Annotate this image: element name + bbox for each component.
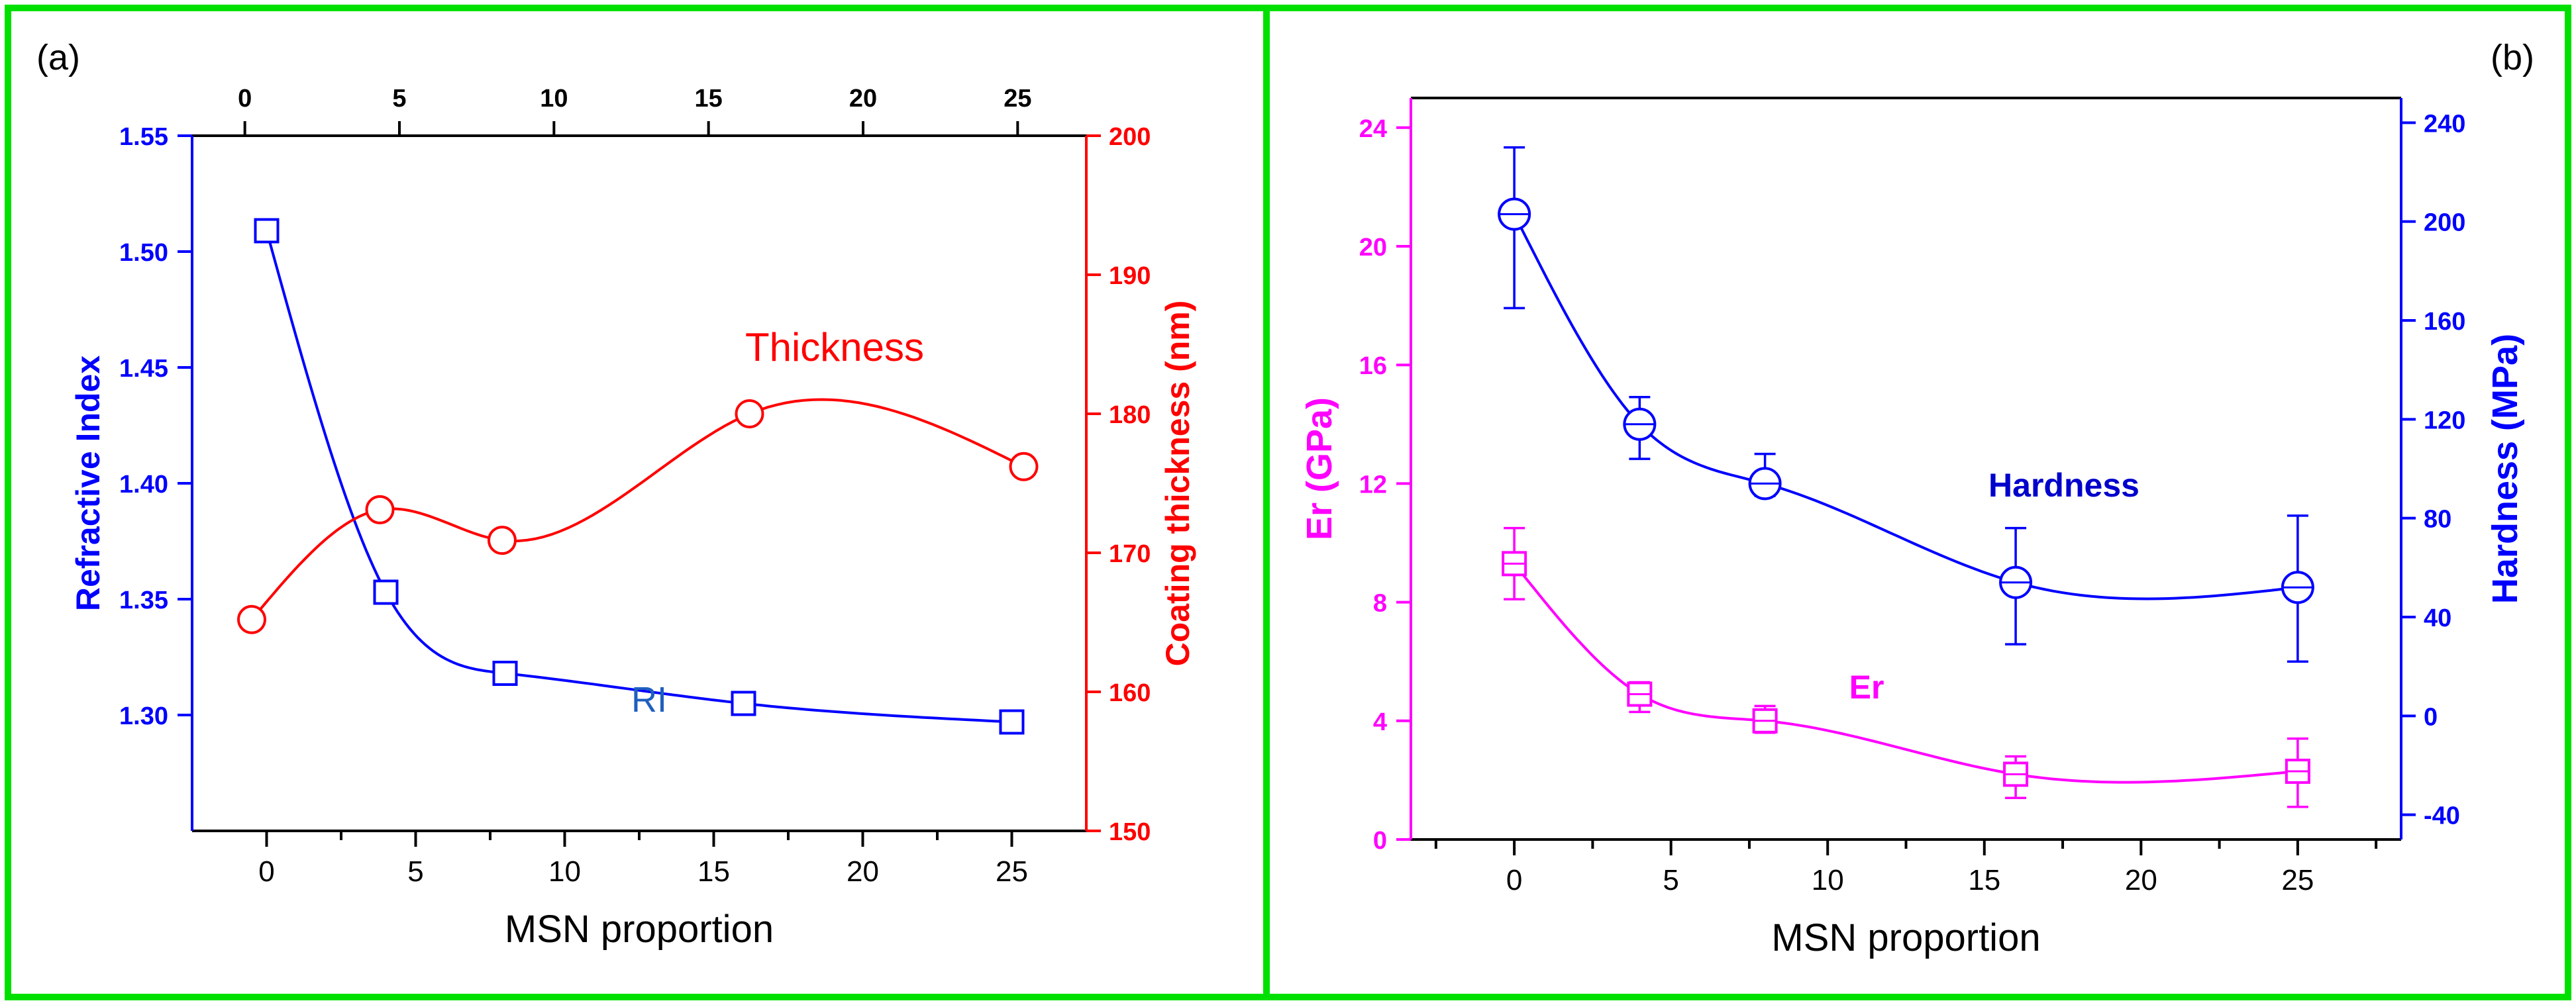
panel-a-ri-fit-line xyxy=(265,230,1012,724)
panel-a-right-tick-label: 170 xyxy=(1109,540,1151,568)
panel-a-ri-label: RI xyxy=(631,680,667,720)
panel-a-top-tick-label: 20 xyxy=(849,85,877,113)
panel-a-x-axis-title: MSN proportion xyxy=(505,908,774,951)
panel-b-hardness-fit-line xyxy=(1513,213,2298,600)
panel-a-thickness-point xyxy=(365,495,395,524)
panel-a-x-tick-label: 25 xyxy=(996,855,1028,888)
panel-b-left-tick-label: 20 xyxy=(1359,234,1387,262)
panel-b-left-axis-title: Er (GPa) xyxy=(1300,397,1339,540)
panel-a-top-tick-label: 5 xyxy=(392,85,406,113)
panel-b-right-tick-label: 40 xyxy=(2424,604,2451,632)
panel-b-panel-label: (b) xyxy=(2491,38,2534,77)
panel-a-panel-label: (a) xyxy=(36,38,80,77)
panel-b-right-tick-label: 240 xyxy=(2424,110,2465,138)
panel-a-left-axis-title: Refractive Index xyxy=(70,356,107,611)
panel-a-left-tick-label: 1.40 xyxy=(119,471,168,499)
panel-b-x-axis-title: MSN proportion xyxy=(1771,916,2040,959)
panel-b-left-tick-label: 4 xyxy=(1373,708,1387,736)
panel-b-chart: 0 5 10 15 20 25 MSN proportion 0 4 8 12 16 20 24 -40 0 4… xyxy=(1300,38,2534,959)
panel-a-ri-point xyxy=(999,709,1025,735)
panel-a-ri-point xyxy=(731,691,756,716)
panel-a-top-tick-label: 15 xyxy=(695,85,723,113)
panel-a-thickness-point xyxy=(237,604,266,634)
panel-b-er-label: Er xyxy=(1849,669,1884,706)
panel-a-x-tick-label: 15 xyxy=(697,855,730,888)
panel-b-x-tick-label: 20 xyxy=(2125,864,2157,896)
panel-b-x-tick-label: 10 xyxy=(1812,864,1844,896)
panel-b-right-tick-label: 120 xyxy=(2424,407,2465,434)
panel-a-ri-point xyxy=(254,218,280,244)
panel-b-frame xyxy=(1263,5,2571,1000)
panel-a-chart: 0 5 10 15 20 25 MSN proportion 0 5 10 15 20 25 1.30 1.… xyxy=(36,38,1196,951)
panel-a-left-tick-label: 1.30 xyxy=(119,702,168,730)
panel-a-right-tick-label: 190 xyxy=(1109,262,1151,290)
panel-b-left-tick-label: 12 xyxy=(1359,471,1387,499)
panel-a-left-tick-label: 1.35 xyxy=(119,587,168,614)
panel-a-x-tick-label: 5 xyxy=(407,855,423,888)
panel-a-x-tick-label: 10 xyxy=(548,855,581,888)
panel-a-left-tick-label: 1.50 xyxy=(119,239,168,267)
panel-a-x-tick-label: 20 xyxy=(847,855,879,888)
panel-a-right-tick-label: 200 xyxy=(1109,123,1151,151)
panel-b-right-tick-label: -40 xyxy=(2424,802,2460,830)
panel-a-frame xyxy=(5,5,1270,1000)
panel-a-top-tick-label: 10 xyxy=(540,85,568,113)
panel-a-thickness-point xyxy=(488,526,517,555)
panel-a-thickness-point xyxy=(735,399,764,428)
panel-a-right-tick-label: 180 xyxy=(1109,401,1151,429)
panel-a-left-tick-label: 1.55 xyxy=(119,123,168,151)
panel-a-thickness-point xyxy=(1009,452,1039,481)
panel-b-right-tick-label: 0 xyxy=(2424,703,2438,731)
panel-b-right-axis-title: Hardness (MPa) xyxy=(2485,334,2525,604)
panel-a-ri-point xyxy=(492,661,518,686)
panel-b-hardness-label: Hardness xyxy=(1988,467,2139,504)
panel-b-x-tick-label: 0 xyxy=(1506,864,1522,896)
panel-b-x-tick-label: 25 xyxy=(2281,864,2314,896)
panel-a-top-tick-label: 25 xyxy=(1004,85,1031,113)
panel-b-right-tick-label: 80 xyxy=(2424,506,2451,534)
panel-b-er-fit-line xyxy=(1513,563,2298,784)
panel-b-x-tick-label: 5 xyxy=(1663,864,1678,896)
panel-a-left-tick-label: 1.45 xyxy=(119,355,168,383)
panel-b-right-tick-label: 160 xyxy=(2424,308,2465,336)
panel-b-right-tick-label: 200 xyxy=(2424,209,2465,237)
panel-a-right-tick-label: 150 xyxy=(1109,818,1151,846)
panel-a-right-axis-title: Coating thickness (nm) xyxy=(1159,301,1196,667)
panel-a-thickness-label: Thickness xyxy=(745,325,924,369)
panel-a-ri-point xyxy=(373,579,399,605)
panel-a-top-tick-label: 0 xyxy=(238,85,252,113)
panel-b-left-tick-label: 16 xyxy=(1359,352,1387,380)
panel-b-left-tick-label: 0 xyxy=(1373,827,1387,855)
panel-a-right-tick-label: 160 xyxy=(1109,679,1151,707)
panel-b-left-tick-label: 24 xyxy=(1359,115,1387,143)
panel-b-left-tick-label: 8 xyxy=(1373,590,1387,618)
panel-a-x-tick-label: 0 xyxy=(258,855,274,888)
panel-b-x-tick-label: 15 xyxy=(1968,864,2000,896)
